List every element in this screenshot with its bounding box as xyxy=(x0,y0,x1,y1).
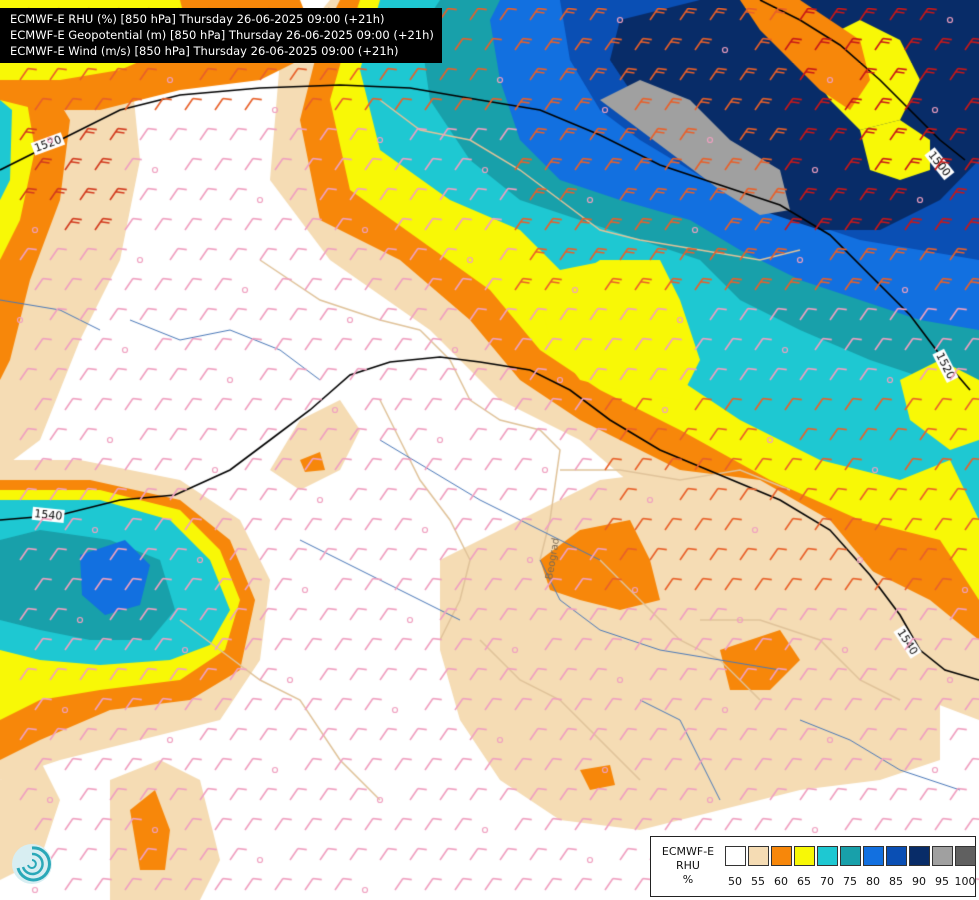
legend-label: ECMWF-E RHU % xyxy=(653,845,723,887)
legend-tick: 60 xyxy=(774,875,788,888)
legend-swatch xyxy=(725,846,746,866)
rhu-legend: ECMWF-E RHU % 50 55 60 65 70 75 80 85 90 95 100 xyxy=(650,836,976,897)
legend-swatch xyxy=(840,846,861,866)
legend-swatch xyxy=(863,846,884,866)
legend-swatch xyxy=(817,846,838,866)
legend-tick: 80 xyxy=(866,875,880,888)
legend-swatch xyxy=(932,846,953,866)
legend-tick: 95 xyxy=(935,875,949,888)
title-rhu: ECMWF-E RHU (%) [850 hPa] Thursday 26-06… xyxy=(10,12,385,26)
legend-swatch xyxy=(909,846,930,866)
title-wind: ECMWF-E Wind (m/s) [850 hPa] Thursday 26… xyxy=(10,44,399,58)
legend-tick: 70 xyxy=(820,875,834,888)
legend-swatch xyxy=(955,846,976,866)
legend-tick: 90 xyxy=(912,875,926,888)
map-title-box: ECMWF-E RHU (%) [850 hPa] Thursday 26-06… xyxy=(0,8,442,63)
legend-model: ECMWF-E xyxy=(661,845,715,858)
legend-tick: 55 xyxy=(751,875,765,888)
swirl-logo-icon xyxy=(12,844,52,884)
legend-ticks: 50 55 60 65 70 75 80 85 90 95 100 xyxy=(725,875,976,889)
legend-unit: % xyxy=(682,873,694,886)
legend-swatch xyxy=(886,846,907,866)
legend-tick: 75 xyxy=(843,875,857,888)
legend-swatch xyxy=(771,846,792,866)
legend-tick: 50 xyxy=(728,875,742,888)
legend-tick: 85 xyxy=(889,875,903,888)
legend-swatch xyxy=(748,846,769,866)
legend-tick: 65 xyxy=(797,875,811,888)
legend-swatch xyxy=(794,846,815,866)
legend-swatches xyxy=(725,846,978,868)
legend-tick: 100 xyxy=(954,875,976,888)
title-geopotential: ECMWF-E Geopotential (m) [850 hPa] Thurs… xyxy=(10,28,434,42)
legend-variable: RHU xyxy=(676,859,700,872)
